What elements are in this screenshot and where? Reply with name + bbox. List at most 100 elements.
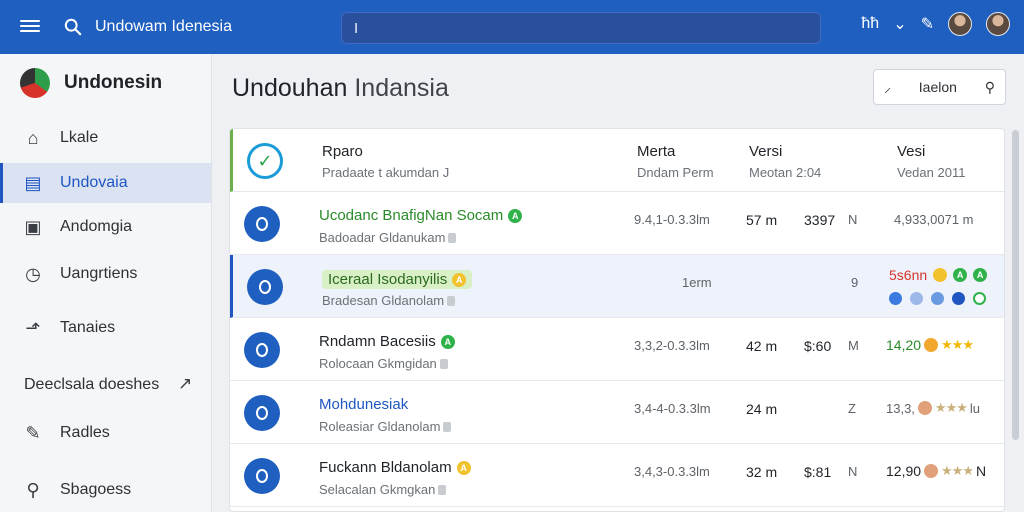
row-range: 3,3,2-0.3.3lm xyxy=(634,338,710,353)
search-icon: ⚲ xyxy=(26,479,40,500)
row-name: Rndamn Bacesiis A xyxy=(319,333,455,350)
row-code: M xyxy=(848,338,859,353)
sidebar-item-sbagoess[interactable]: ⚲ Sbagoess xyxy=(0,470,212,510)
table-row[interactable]: Ucodanc BnafigNan Socam A Badoadar Gldanu… xyxy=(230,192,1004,255)
sidebar: Undonesin ⌂ Lkale ▤ Undovaia ▣ Andomgia … xyxy=(0,54,212,512)
pencil-icon: ✎ xyxy=(25,422,41,443)
file-icon xyxy=(247,269,283,305)
file-icon xyxy=(244,332,280,368)
sidebar-item-label: Sbagoess xyxy=(60,481,132,498)
expand-arrow-icon[interactable]: ↗ xyxy=(178,374,193,393)
filter-label: Iaelon xyxy=(918,79,957,95)
table-row-selected[interactable]: Iceraal Isodanyilis A Bradesan Gldanolam … xyxy=(230,255,1004,318)
status-badge: A xyxy=(456,460,471,475)
search-input[interactable] xyxy=(341,12,821,44)
row-sub: Roleasiar Gldanolam xyxy=(319,419,452,434)
row-size: 24 m xyxy=(746,401,778,417)
rating-dot-icon xyxy=(924,464,939,478)
sidebar-item-label: Lkale xyxy=(60,129,99,146)
star-rating-icon: ★★★ xyxy=(941,463,974,478)
row-range: 1erm xyxy=(682,275,712,290)
header-col2[interactable]: Merta xyxy=(637,143,676,160)
hamburger-menu-icon[interactable] xyxy=(20,17,40,37)
sidebar-item-andomgia[interactable]: ▣ Andomgia xyxy=(0,207,212,247)
rating-dot-icon xyxy=(917,401,932,415)
row-name: Fuckann Bldanolam A xyxy=(319,459,471,476)
row-right-group: 5s6nn A A xyxy=(889,267,988,283)
top-bar: Undowam Idenesia ħħ ⌄ ✎ xyxy=(0,0,1024,54)
status-badge: A xyxy=(452,272,467,287)
table-row[interactable]: Rndamn Bacesiis A Rolocaan Gkmgidan 3,3,2… xyxy=(230,318,1004,381)
brand-logo-icon xyxy=(20,68,50,98)
lock-icon xyxy=(438,484,447,495)
lock-icon xyxy=(448,232,457,243)
row-number: $:60 xyxy=(804,338,832,354)
header-col3-sub: Meotan 2:04 xyxy=(749,165,822,180)
sidebar-item-label: Radles xyxy=(60,424,110,441)
row-sub: Selacalan Gkmgkan xyxy=(319,482,447,497)
downloads-table: ✓ Rparo Pradaate t akumdan J Merta Dndam… xyxy=(229,128,1005,512)
row-sub: Bradesan Gldanolam xyxy=(322,293,456,308)
home-icon: ⌂ xyxy=(27,127,39,148)
brand-name: Undonesin xyxy=(64,72,163,93)
sidebar-item-uangrtiens[interactable]: ◷ Uangrtiens xyxy=(0,254,212,294)
avatar-secondary[interactable] xyxy=(986,12,1010,36)
header-col1-sub: Pradaate t akumdan J xyxy=(322,165,450,180)
row-rating: 12,90 ★★★ N xyxy=(886,463,987,479)
star-rating-icon: ★★★ xyxy=(934,400,968,415)
status-badge: A xyxy=(440,334,455,349)
page-title: Undouhan Indansia xyxy=(232,74,449,103)
row-size: 32 m xyxy=(746,464,778,480)
tag-icon[interactable] xyxy=(973,292,986,305)
row-range: 9.4,1-0.3.3lm xyxy=(634,212,710,227)
chevron-down-icon[interactable]: ⌄ xyxy=(893,16,907,33)
table-row[interactable]: Fuckann Bldanolam A Selacalan Gkmgkan 3,4… xyxy=(230,444,1004,507)
page-title-bold: Undouhan xyxy=(232,74,348,102)
header-col4-sub: Vedan 2011 xyxy=(897,165,966,180)
tag-icon[interactable] xyxy=(910,292,923,305)
lock-icon xyxy=(443,421,452,432)
row-right-value: 4,933,0071 m xyxy=(894,212,974,227)
green-badge: A xyxy=(953,268,968,282)
clock-icon: ◷ xyxy=(25,263,41,284)
sidebar-item-undovaia[interactable]: ▤ Undovaia xyxy=(0,163,211,203)
sidebar-item-label: Andomgia xyxy=(60,218,133,235)
row-size: 57 m xyxy=(746,212,778,228)
table-row[interactable]: Mohdunesiak Roleasiar Gldanolam 3,4-4-0.… xyxy=(230,381,1004,444)
pin-icon: ⸝ xyxy=(884,78,891,95)
tag-icon[interactable] xyxy=(889,292,902,305)
sidebar-item-lkale[interactable]: ⌂ Lkale xyxy=(0,118,212,158)
sidebar-item-label: Uangrtiens xyxy=(60,265,138,282)
table-header-row: ✓ Rparo Pradaate t akumdan J Merta Dndam… xyxy=(230,129,1004,192)
row-range: 3,4,3-0.3.3lm xyxy=(634,464,710,479)
row-rating: 13,3, ★★★ lu xyxy=(886,400,981,416)
row-code: N xyxy=(848,212,858,227)
avatar[interactable] xyxy=(948,12,972,36)
brand[interactable]: Undonesin xyxy=(20,68,162,98)
tag-icon[interactable] xyxy=(931,292,944,305)
top-bar-actions: ħħ ⌄ ✎ xyxy=(861,12,1010,36)
search-icon: ⚲ xyxy=(984,78,995,95)
window-icon: ▣ xyxy=(24,216,42,237)
edit-icon[interactable]: ✎ xyxy=(920,16,934,33)
tag-icon[interactable] xyxy=(952,292,965,305)
file-icon xyxy=(244,395,280,431)
sidebar-item-label: Undovaia xyxy=(60,174,128,191)
columns-icon[interactable]: ħħ xyxy=(861,15,880,32)
row-range: 3,4-4-0.3.3lm xyxy=(634,401,711,416)
filter-search-box[interactable]: ⸝ Iaelon ⚲ xyxy=(873,69,1006,105)
header-col1[interactable]: Rparo xyxy=(322,143,363,160)
scrollbar[interactable] xyxy=(1012,130,1019,440)
sidebar-item-radles[interactable]: ✎ Radles xyxy=(0,413,212,453)
row-size: 42 m xyxy=(746,338,778,354)
sidebar-item-tanaies[interactable]: ⬏ Tanaies xyxy=(0,308,212,348)
lock-icon xyxy=(447,295,456,306)
row-mini-icons xyxy=(889,292,986,305)
header-col4[interactable]: Vesi xyxy=(897,143,926,160)
check-circle-icon: ✓ xyxy=(247,143,283,179)
file-icon xyxy=(244,458,280,494)
row-name: Ucodanc BnafigNan Socam A xyxy=(319,207,523,224)
header-col3[interactable]: Versi xyxy=(749,143,783,160)
search-icon[interactable] xyxy=(64,18,82,36)
page-title-light: Indansia xyxy=(354,74,449,102)
